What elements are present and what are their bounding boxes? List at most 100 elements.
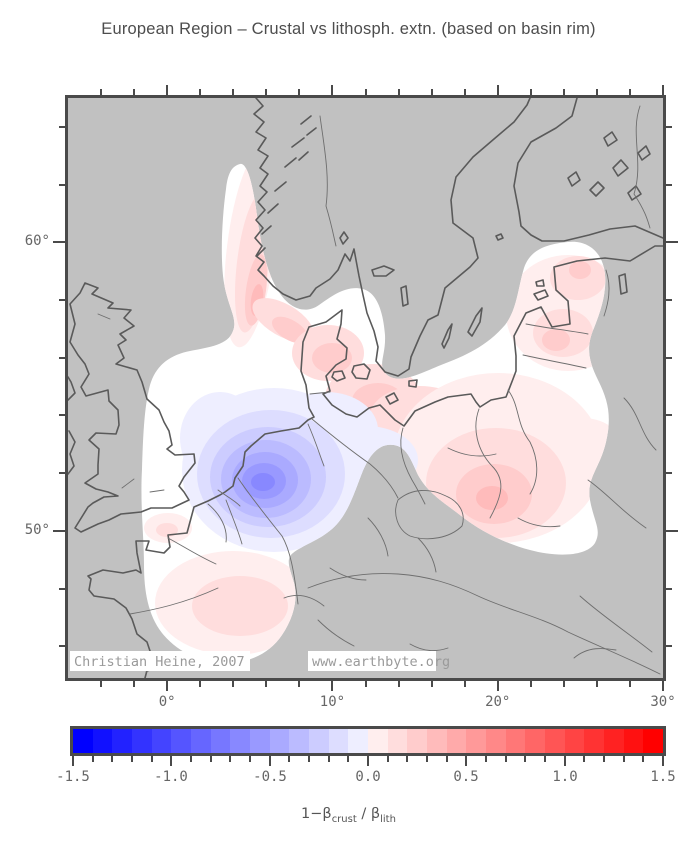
colorbar-tick [92, 756, 94, 762]
x-tick-bottom [662, 681, 664, 691]
x-tick-bottom [100, 681, 102, 687]
x-tick-top [563, 89, 565, 95]
colorbar-tick-label: -0.5 [253, 769, 287, 785]
x-axis-label: 30° [650, 694, 676, 710]
colorbar-tick [111, 756, 113, 762]
caption-sub-crust: crust [331, 813, 357, 825]
x-tick-top [464, 89, 466, 95]
colorbar-tick [249, 756, 251, 762]
y-axis-label: 60° [24, 233, 50, 250]
colorbar-tick-label: 1.5 [650, 769, 676, 785]
colorbar-tick [446, 756, 448, 762]
colorbar-tick [151, 756, 153, 762]
colorbar-tick [524, 756, 526, 762]
caption-sub-lith: lith [380, 813, 396, 825]
x-tick-bottom [232, 681, 234, 687]
x-tick-bottom [530, 681, 532, 687]
x-tick-bottom [265, 681, 267, 687]
x-tick-bottom [563, 681, 565, 687]
watermark-box-url [308, 651, 436, 671]
colorbar-tick [603, 756, 605, 762]
y-tick-left [59, 126, 65, 128]
colorbar-tick-label: 0.5 [453, 769, 479, 785]
caption-mid: / β [356, 806, 381, 822]
colorbar-tick [623, 756, 625, 762]
colorbar-tick [642, 756, 644, 762]
y-tick-left [59, 184, 65, 186]
x-axis-label: 0° [158, 694, 176, 710]
colorbar-tick-label: 1.0 [552, 769, 578, 785]
colorbar-segment [171, 729, 192, 753]
watermark-box-credit [70, 651, 250, 671]
y-tick-left [59, 299, 65, 301]
x-tick-top [100, 89, 102, 95]
x-tick-bottom [464, 681, 466, 687]
colorbar-segment [269, 729, 290, 753]
colorbar-segment [368, 729, 388, 753]
x-tick-bottom [166, 681, 168, 691]
x-tick-bottom [365, 681, 367, 687]
colorbar-segment [73, 729, 93, 753]
watermark: Christian Heine, 2007 www.earthbyte.org [70, 651, 450, 671]
x-tick-top [298, 89, 300, 95]
x-axis-label: 10° [319, 694, 346, 710]
colorbar-tick [190, 756, 192, 762]
colorbar-segment [584, 729, 605, 753]
colorbar-segment [151, 729, 172, 753]
colorbar-tick [426, 756, 428, 762]
x-tick-bottom [298, 681, 300, 687]
colorbar-segment [191, 729, 211, 753]
x-tick-top [530, 89, 532, 95]
x-tick-top [265, 89, 267, 95]
x-tick-top [232, 89, 234, 95]
y-tick-left [59, 645, 65, 647]
x-tick-top [497, 85, 499, 95]
colorbar-tick [347, 756, 349, 762]
colorbar-segment [407, 729, 428, 753]
colorbar-segment [348, 729, 369, 753]
colorbar-segment [505, 729, 526, 753]
colorbar-segment [427, 729, 447, 753]
colorbar-segment [210, 729, 231, 753]
colorbar-tick [131, 756, 133, 762]
x-tick-top [596, 89, 598, 95]
map-canvas: Christian Heine, 2007 www.earthbyte.org [68, 98, 663, 678]
y-tick-right [666, 126, 672, 128]
y-tick-left [59, 414, 65, 416]
colorbar-segment [564, 729, 585, 753]
x-tick-top [365, 89, 367, 95]
x-tick-bottom [133, 681, 135, 687]
colorbar-segment [387, 729, 408, 753]
x-tick-top [431, 89, 433, 95]
figure-title: European Region – Crustal vs lithosph. e… [101, 20, 596, 38]
colorbar-tick [387, 756, 389, 762]
coastlines [68, 98, 663, 678]
watermark-credit: Christian Heine, 2007 [74, 654, 245, 670]
colorbar-tick [288, 756, 290, 762]
y-tick-right [666, 530, 678, 532]
colorbar-segment [486, 729, 506, 753]
y-axis-label: 50° [24, 521, 50, 538]
colorbar-tick [210, 756, 212, 762]
colorbar [70, 726, 666, 756]
y-tick-left [53, 530, 65, 532]
y-tick-right [666, 241, 678, 243]
colorbar-segment [446, 729, 467, 753]
colorbar-segment [250, 729, 270, 753]
x-tick-bottom [497, 681, 499, 691]
watermark-url: www.earthbyte.org [312, 654, 450, 670]
colorbar-tick [544, 756, 546, 762]
y-tick-right [666, 645, 672, 647]
colorbar-segment [643, 729, 664, 753]
colorbar-tick [269, 756, 271, 766]
colorbar-segment [230, 729, 251, 753]
colorbar-tick [328, 756, 330, 762]
y-tick-right [666, 472, 672, 474]
caption-prefix: 1−β [301, 806, 332, 822]
x-tick-bottom [596, 681, 598, 687]
y-tick-right [666, 588, 672, 590]
x-tick-bottom [629, 681, 631, 687]
colorbar-segment [604, 729, 624, 753]
x-tick-top [133, 89, 135, 95]
colorbar-segment [112, 729, 133, 753]
